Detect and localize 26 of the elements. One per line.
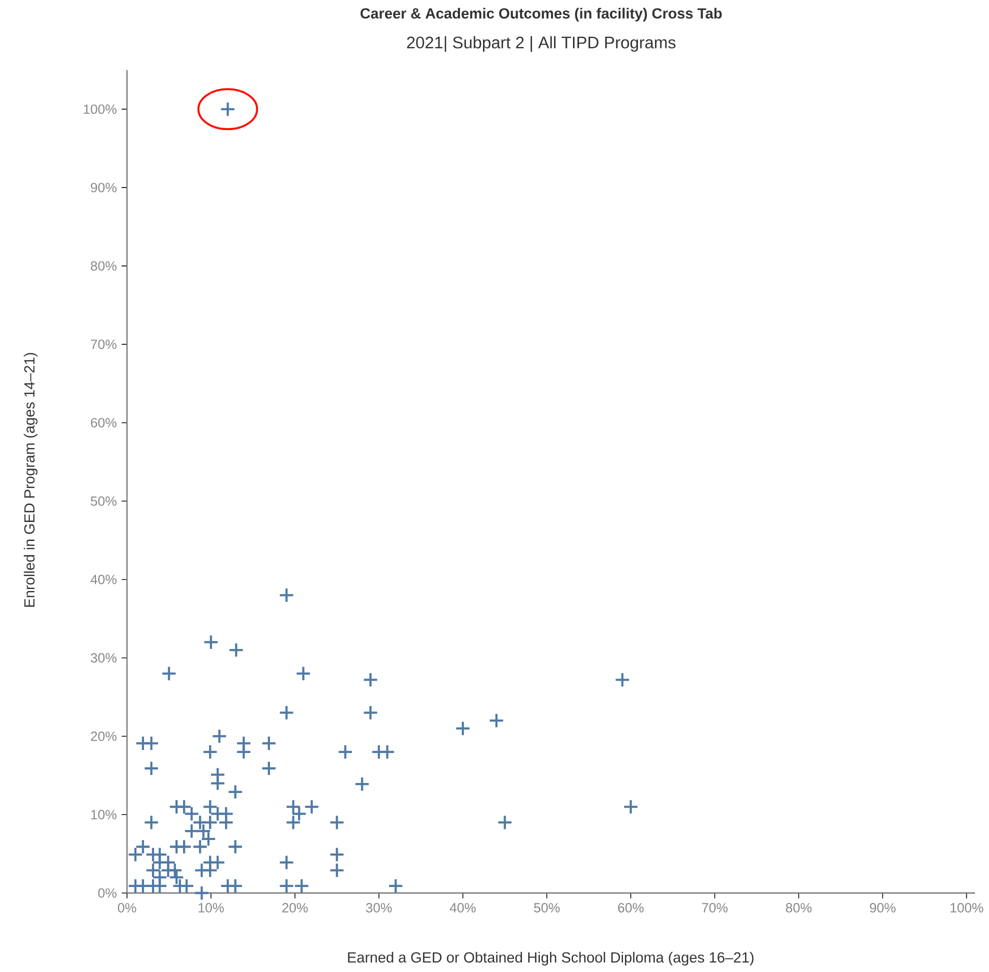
y-tick-label: 20% [90,732,116,741]
y-tick-label: 100% [84,104,116,114]
x-axis-title: Earned a GED or Obtained High School Diploma (ages 16–21) [348,952,754,966]
x-tick-label: 20% [282,903,308,912]
x-tick-label: 80% [786,903,812,912]
x-tick-label: 30% [366,903,392,912]
y-tick-label: 10% [91,810,116,820]
y-tick-label: 90% [90,182,116,192]
x-tick-label: 10% [198,903,224,912]
x-tick-label: 100% [950,903,984,912]
x-tick-label: 60% [618,903,644,912]
chart-subtitle: 2021| Subpart 2 | All TIPD Programs [407,36,676,52]
y-tick-label: 30% [90,653,116,663]
y-axis-title: Enrolled in GED Program (ages 14–21) [24,352,38,607]
y-tick-label: 50% [90,496,116,506]
x-tick-label: 90% [870,903,896,912]
y-tick-label: 60% [90,418,116,428]
x-tick-label: 0% [118,903,136,912]
x-tick-label: 70% [702,903,728,912]
x-tick-label: 50% [534,903,560,912]
chart-title: Career & Academic Outcomes (in facility) Cross Tab [360,8,722,22]
x-tick-label: 40% [450,903,476,912]
y-tick-label: 0% [98,888,116,898]
y-tick-label: 80% [90,261,116,271]
y-tick-label: 70% [90,340,116,350]
y-tick-label: 40% [90,574,116,584]
